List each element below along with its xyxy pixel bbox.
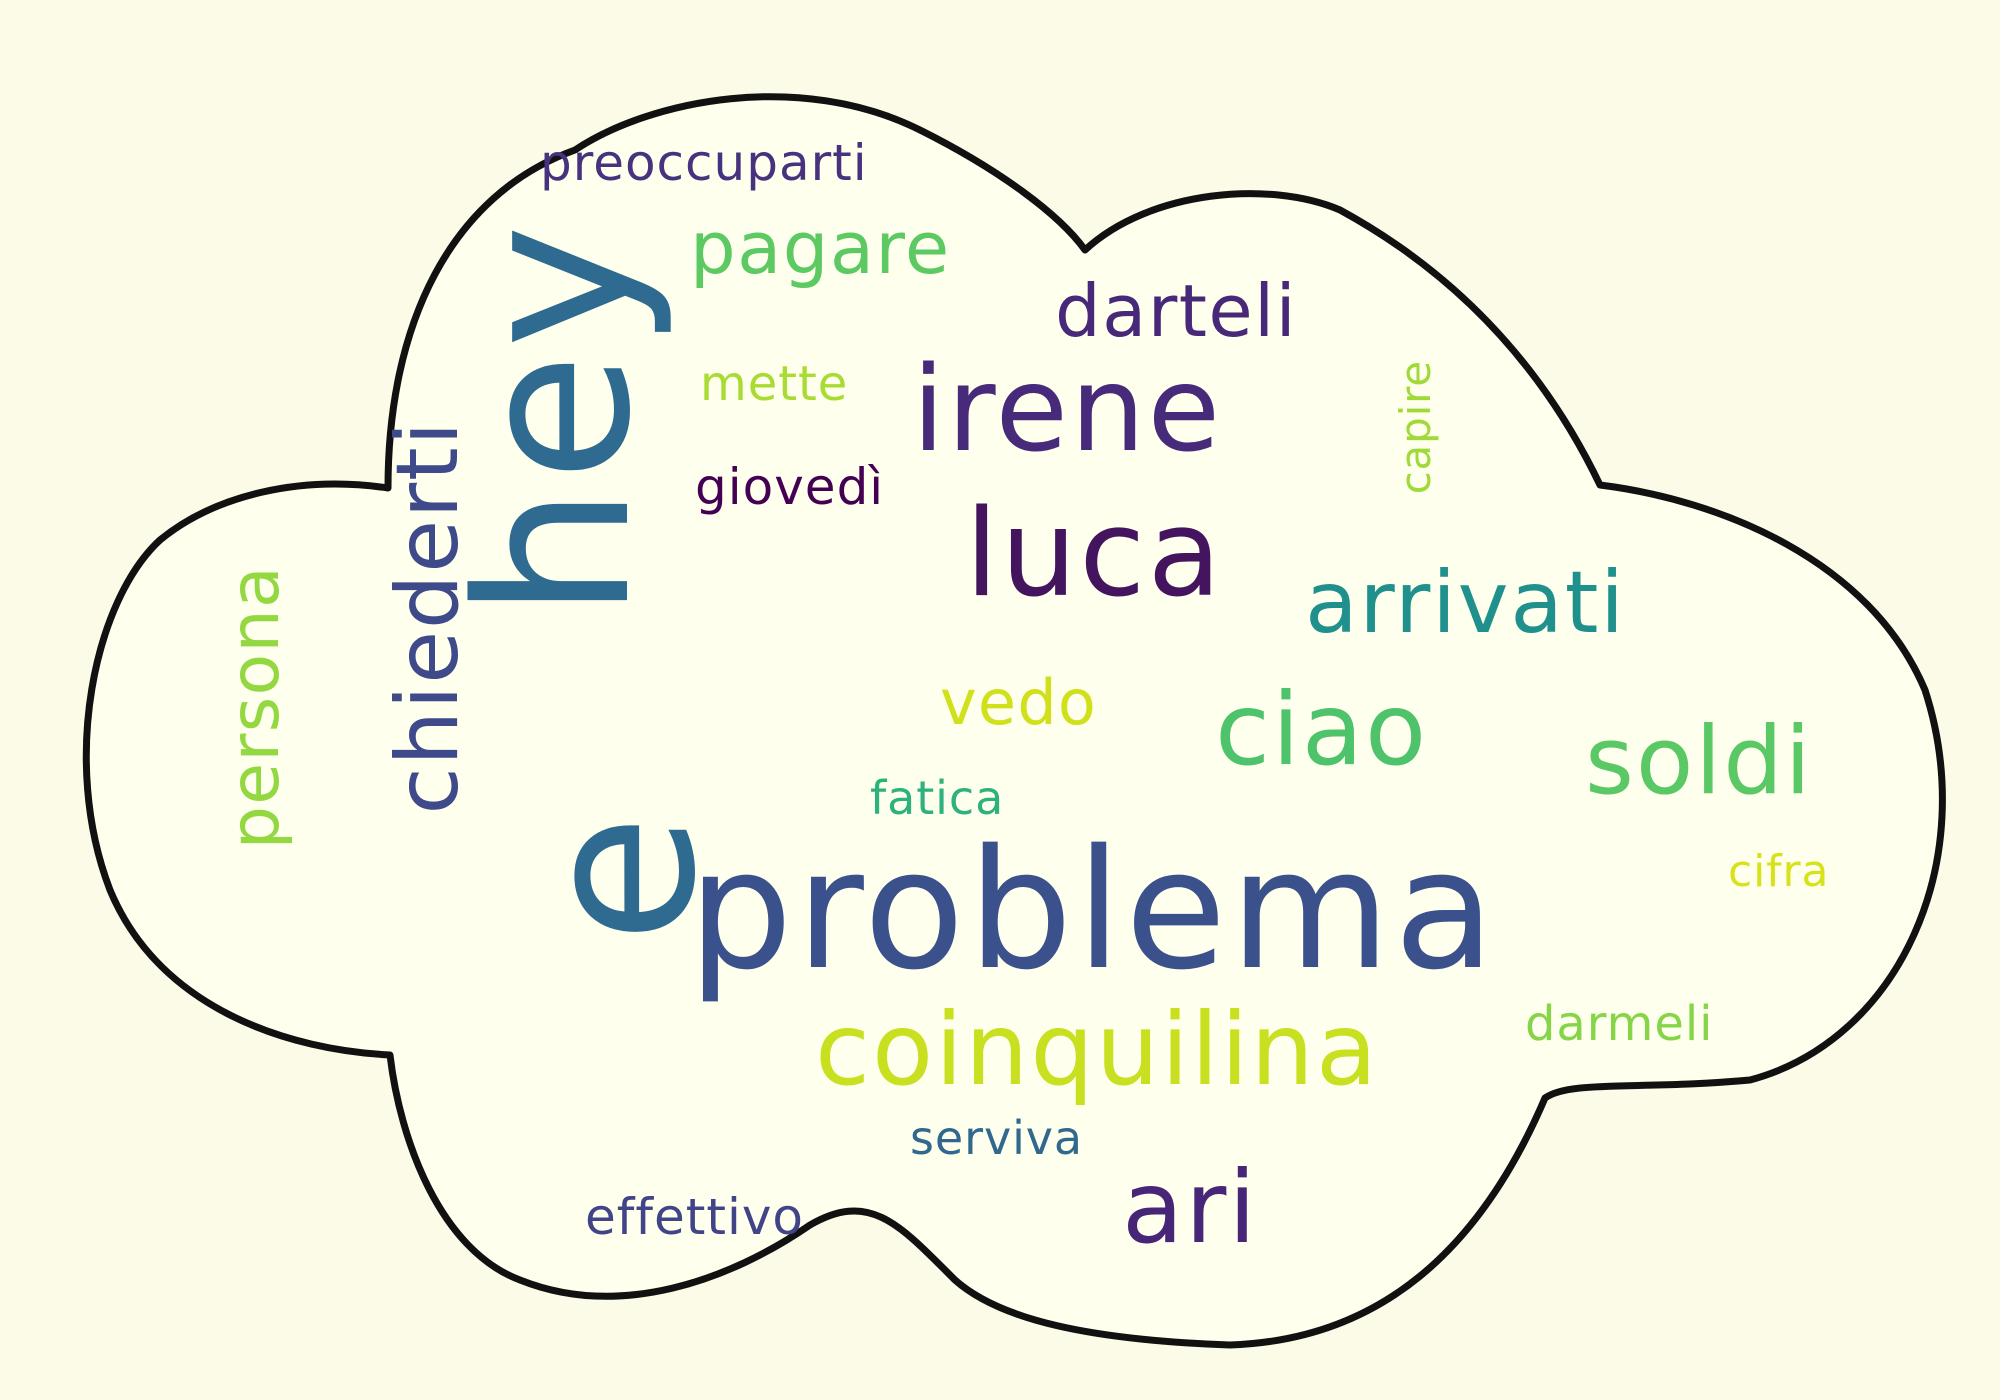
word-effettivo: effettivo	[585, 1192, 804, 1242]
word-problema: problema	[688, 828, 1498, 993]
word-pagare: pagare	[690, 212, 951, 284]
word-soldi-text: soldi	[1585, 707, 1813, 816]
word-chiederti-text: chiederti	[378, 420, 478, 815]
word-capire: capire	[1391, 360, 1440, 494]
word-pagare-text: pagare	[690, 206, 951, 290]
word-darmeli: darmeli	[1525, 1000, 1713, 1048]
word-persona-text: persona	[216, 565, 295, 850]
word-fatica-text: fatica	[870, 771, 1005, 825]
word-preoccuparti-text: preoccuparti	[540, 134, 868, 192]
word-chiederti: chiederti	[378, 420, 478, 815]
word-darmeli-text: darmeli	[1525, 996, 1714, 1052]
word-giovedi: giovedì	[695, 462, 884, 512]
word-cifra: cifra	[1728, 850, 1829, 894]
word-hey: hey	[432, 220, 677, 619]
word-mette-text: mette	[700, 356, 849, 412]
word-coinquilina: coinquilina	[815, 1000, 1379, 1100]
word-ciao-text: ciao	[1215, 671, 1429, 788]
word-irene: irene	[912, 350, 1223, 468]
word-soldi: soldi	[1585, 715, 1813, 809]
word-capire-text: capire	[1391, 360, 1440, 495]
word-luca: luca	[965, 495, 1224, 615]
word-problema-text: problema	[688, 814, 1499, 1006]
word-irene-text: irene	[912, 340, 1223, 478]
word-darteli: darteli	[1055, 275, 1297, 347]
word-ciao: ciao	[1215, 680, 1428, 780]
word-vedo-text: vedo	[940, 666, 1098, 739]
word-persona: persona	[216, 565, 295, 849]
word-preoccuparti: preoccuparti	[540, 138, 868, 188]
word-fatica: fatica	[870, 775, 1004, 821]
word-vedo: vedo	[940, 672, 1097, 734]
word-serviva: serviva	[910, 1115, 1083, 1161]
word-arrivati-text: arrivati	[1305, 553, 1626, 653]
word-serviva-text: serviva	[910, 1111, 1084, 1165]
word-mette: mette	[700, 360, 848, 408]
word-effettivo-text: effettivo	[585, 1188, 805, 1246]
word-giovedi-text: giovedì	[695, 458, 885, 516]
word-darteli-text: darteli	[1055, 269, 1298, 353]
word-ari: ari	[1122, 1158, 1258, 1258]
cloud-outline	[82, 93, 1946, 1349]
word-cifra-text: cifra	[1728, 846, 1830, 897]
word-luca-text: luca	[965, 485, 1224, 624]
word-arrivati: arrivati	[1305, 560, 1626, 646]
word-ari-text: ari	[1122, 1149, 1259, 1266]
word-coinquilina-text: coinquilina	[815, 991, 1380, 1108]
